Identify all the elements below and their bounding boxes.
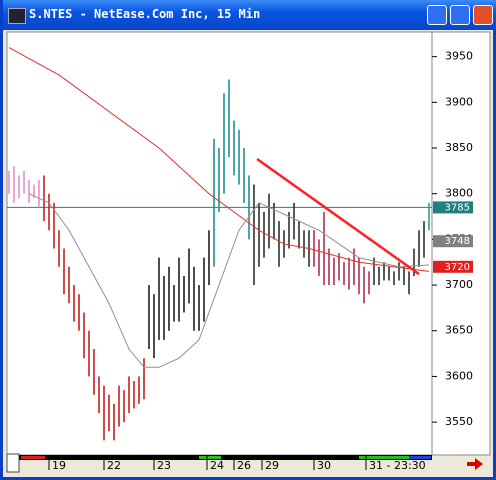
x-tick-label: 31 - 23:30	[369, 459, 426, 472]
x-tick-label: 30	[317, 459, 331, 472]
x-tick-label: 29	[265, 459, 279, 472]
price-label: 3720	[445, 262, 470, 273]
session-mark	[359, 456, 409, 459]
window-title: S.NTES - NetEase.Com Inc, 15 Min	[29, 7, 261, 21]
price-label-box	[433, 201, 473, 214]
trendline	[256, 157, 420, 276]
session-mark	[409, 456, 431, 459]
y-tick-label: 3550	[445, 415, 473, 428]
y-tick-label: 3900	[445, 95, 473, 108]
moving-average	[28, 193, 430, 368]
price-label-box	[433, 260, 473, 273]
scroll-arrow[interactable]	[467, 458, 483, 470]
session-mark	[199, 456, 221, 459]
price-label-box	[433, 235, 473, 248]
scroll-box[interactable]	[6, 453, 20, 473]
y-tick-label: 3800	[445, 187, 473, 200]
y-tick-label: 3650	[445, 324, 473, 337]
y-tick-label: 3850	[445, 141, 473, 154]
minimize-button[interactable]	[427, 5, 447, 25]
x-tick-label: 24	[210, 459, 224, 472]
chart: 3550360036503700375038003850390039501922…	[6, 31, 491, 473]
x-tick-label: 19	[52, 459, 66, 472]
session-mark	[21, 456, 45, 459]
y-tick-label: 3950	[445, 50, 473, 63]
y-tick-label: 3700	[445, 278, 473, 291]
maximize-button[interactable]	[450, 5, 470, 25]
moving-average	[8, 47, 430, 272]
close-button[interactable]	[473, 5, 493, 25]
x-tick-label: 26	[237, 459, 251, 472]
title-bar: S.NTES - NetEase.Com Inc, 15 Min	[3, 0, 496, 30]
plot-area	[6, 31, 433, 456]
price-label: 3785	[445, 202, 470, 213]
x-tick-label: 23	[157, 459, 171, 472]
y-tick-label: 3600	[445, 369, 473, 382]
x-tick-label: 22	[107, 459, 121, 472]
app-icon	[8, 8, 26, 24]
price-label: 3748	[445, 236, 470, 247]
